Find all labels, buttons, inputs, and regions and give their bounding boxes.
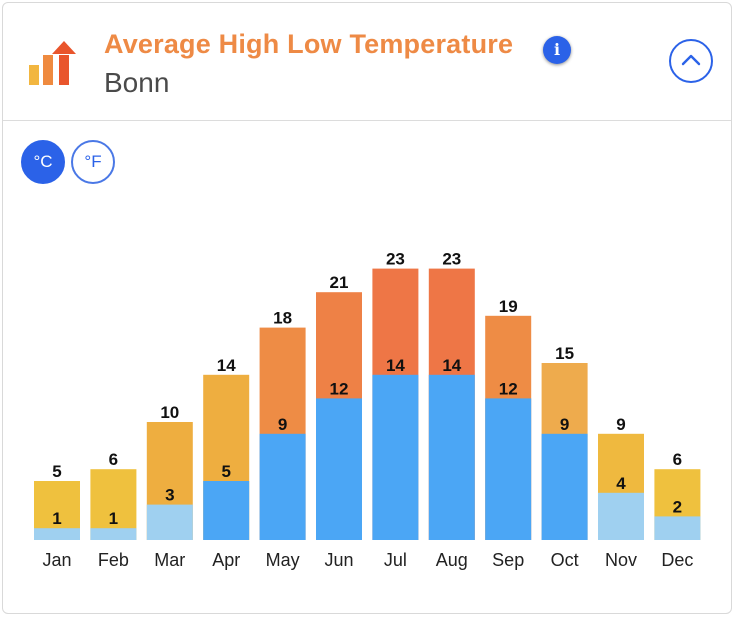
high-value-label: 14 [217,356,236,375]
high-value-label: 19 [499,297,518,316]
month-tick-label: Feb [98,550,129,570]
month-tick-label: Oct [551,550,579,570]
month-tick-label: Jan [42,550,71,570]
chart-logo-icon [29,41,76,85]
high-value-label: 18 [273,309,292,328]
month-tick-label: Mar [154,550,185,570]
page-title: Average High Low Temperature [104,29,514,59]
low-value-label: 1 [109,509,118,528]
month-tick-label: Dec [661,550,693,570]
month-tick-label: Sep [492,550,524,570]
low-bar-jul [372,374,419,540]
month-tick-label: Jun [324,550,353,570]
collapse-button[interactable] [669,39,713,83]
low-bar-may [259,433,306,540]
low-value-label: 9 [560,415,569,434]
high-value-label: 5 [52,462,61,481]
low-value-label: 3 [165,486,174,505]
low-bar-dec [654,516,701,540]
low-bar-jun [316,398,362,540]
location-name: Bonn [104,67,170,98]
month-tick-label: Nov [605,550,637,570]
low-value-label: 5 [221,462,230,481]
low-bar-sep [485,398,532,540]
high-value-label: 21 [330,273,349,292]
low-bar-mar [146,504,193,540]
low-bar-apr [203,481,250,540]
high-value-label: 9 [616,415,625,434]
low-bar-nov [598,492,644,540]
low-value-label: 12 [330,379,349,398]
month-tick-label: May [266,550,300,570]
low-value-label: 2 [673,497,682,516]
low-value-label: 12 [499,379,518,398]
fahrenheit-toggle[interactable]: °F [71,140,115,184]
info-icon[interactable]: i [543,36,571,64]
low-bar-aug [428,374,475,540]
chevron-up-icon [681,54,701,66]
high-value-label: 23 [442,250,461,269]
low-value-label: 1 [52,509,61,528]
celsius-toggle[interactable]: °C [21,140,65,184]
month-tick-label: Jul [384,550,407,570]
low-value-label: 14 [386,356,405,375]
low-bar-oct [541,433,588,540]
low-value-label: 9 [278,415,287,434]
low-value-label: 14 [442,356,461,375]
high-value-label: 10 [160,403,179,422]
low-bar-feb [90,528,137,540]
high-value-label: 23 [386,250,405,269]
low-bar-jan [34,528,80,540]
low-value-label: 4 [616,474,626,493]
card-header: Average High Low Temperature Bonn i [3,3,731,121]
high-value-label: 6 [673,450,682,469]
high-value-label: 15 [555,344,574,363]
month-tick-label: Aug [436,550,468,570]
month-tick-label: Apr [212,550,240,570]
high-value-label: 6 [109,450,118,469]
